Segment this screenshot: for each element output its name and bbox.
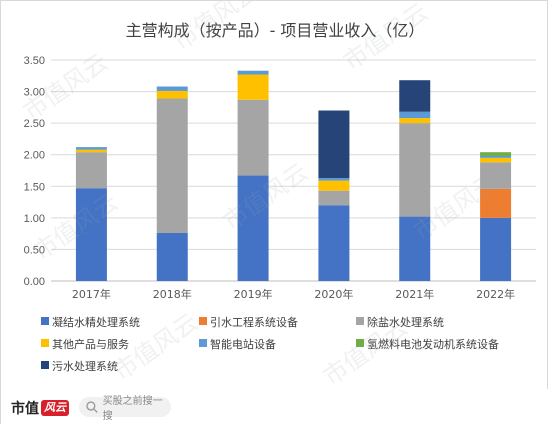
x-axis-ticks: 2017年 2018年 2019年 2020年 2021年 2022年 — [72, 287, 515, 301]
bar-segment — [399, 123, 431, 217]
stacked-bar-chart: 主营构成（按产品）- 项目营业收入（亿） 0.00 0.50 1.00 1.50 2.0… — [18, 1, 536, 389]
bar-segment — [237, 74, 269, 100]
bars — [75, 70, 512, 281]
bar-segment — [480, 162, 512, 189]
y-axis-ticks: 0.00 0.50 1.00 1.50 2.00 2.50 3.00 3.50 — [24, 55, 45, 288]
legend-item: 智能电站设备 — [199, 337, 276, 351]
x-tick-label: 2022年 — [476, 287, 515, 301]
legend-swatch — [356, 317, 364, 325]
legend-swatch — [41, 317, 49, 325]
bar-segment — [399, 111, 431, 119]
x-tick-label: 2021年 — [395, 287, 434, 301]
legend-swatch — [199, 317, 207, 325]
bar-segment — [237, 175, 269, 281]
y-tick-label: 0.50 — [24, 244, 45, 256]
legend-swatch — [41, 361, 49, 369]
y-tick-label: 0.00 — [24, 276, 45, 288]
legend-swatch — [199, 339, 207, 347]
search-icon — [86, 401, 98, 413]
legend-item: 凝结水精处理系统 — [41, 315, 140, 329]
x-tick-label: 2019年 — [234, 287, 273, 301]
bar-segment — [75, 188, 107, 281]
legend-label: 氢燃料电池发动机系统设备 — [367, 337, 499, 351]
bar-segment — [480, 152, 512, 156]
y-tick-label: 2.00 — [24, 150, 45, 162]
bar-segment — [480, 155, 512, 158]
legend-label: 引水工程系统设备 — [210, 315, 298, 329]
footer-bar: 市值 风云 买股之前搜一搜 — [1, 389, 549, 425]
legend-item: 污水处理系统 — [41, 360, 118, 373]
bar-segment — [318, 178, 350, 181]
bar-segment — [156, 233, 188, 281]
bar-segment — [480, 188, 512, 218]
bar-segment — [156, 90, 188, 99]
search-hint: 买股之前搜一搜 — [102, 396, 163, 422]
legend-item: 氢燃料电池发动机系统设备 — [356, 337, 499, 351]
legend-item: 引水工程系统设备 — [199, 315, 298, 329]
x-tick-label: 2018年 — [153, 287, 192, 301]
bar-segment — [480, 157, 512, 163]
y-tick-label: 3.00 — [24, 87, 45, 99]
bar-segment — [75, 152, 107, 189]
bar-segment — [75, 147, 107, 150]
x-tick-label: 2017年 — [72, 287, 111, 301]
legend-swatch — [356, 339, 364, 347]
watermark-text: 市值风云 — [28, 188, 123, 266]
bar-segment — [318, 205, 350, 281]
bar-segment — [318, 190, 350, 206]
legend-item: 除盐水处理系统 — [356, 315, 444, 329]
brand-name: 市值 — [11, 401, 39, 417]
bar-segment — [318, 110, 350, 179]
legend-label: 除盐水处理系统 — [367, 315, 444, 329]
bar-segment — [318, 180, 350, 191]
x-tick-label: 2020年 — [314, 287, 353, 301]
legend-item: 其他产品与服务 — [41, 337, 129, 351]
search-box[interactable]: 买股之前搜一搜 — [79, 396, 171, 422]
bar-segment — [237, 70, 269, 75]
bar-segment — [480, 217, 512, 281]
y-tick-label: 3.50 — [24, 55, 45, 67]
legend-label: 智能电站设备 — [210, 337, 276, 351]
legend-swatch — [41, 339, 49, 347]
bar-segment — [399, 118, 431, 124]
bar-segment — [399, 216, 431, 281]
legend-label: 凝结水精处理系统 — [52, 315, 140, 329]
y-tick-label: 1.50 — [24, 181, 45, 193]
bar-segment — [156, 98, 188, 234]
bar-segment — [399, 80, 431, 112]
brand-logo: 市值 风云 — [11, 398, 69, 418]
bar-segment — [75, 149, 107, 153]
legend-label: 其他产品与服务 — [52, 337, 129, 351]
y-tick-label: 2.50 — [24, 118, 45, 130]
bar-segment — [237, 99, 269, 176]
chart-title: 主营构成（按产品）- 项目营业收入（亿） — [126, 21, 425, 40]
gridlines — [51, 59, 536, 282]
bar-segment — [156, 86, 188, 91]
brand-badge: 风云 — [41, 400, 69, 416]
y-tick-label: 1.00 — [24, 213, 45, 225]
legend-label: 污水处理系统 — [52, 360, 118, 373]
